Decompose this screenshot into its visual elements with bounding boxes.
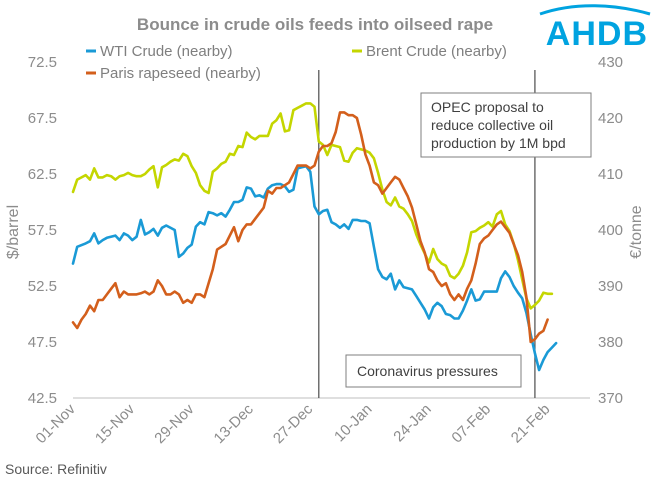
event-callout-text: Coronavirus pressures [357, 363, 498, 379]
x-tick-label: 01-Nov [33, 400, 80, 447]
source-note: Source: Refinitiv [5, 461, 107, 477]
legend-label: Brent Crude (nearby) [366, 43, 507, 60]
y2-tick-label: 430 [598, 54, 623, 71]
event-callout-text: reduce collective oil [431, 117, 553, 133]
ahdb-logo: AHDB [539, 4, 651, 53]
ahdb-logo-text: AHDB [546, 15, 648, 53]
event-markers: Coronavirus pressures OPEC proposal to red… [318, 70, 592, 398]
x-tick-label: 13-Dec [211, 400, 258, 447]
y-tick-label: 52.5 [28, 278, 57, 295]
y-axis-right: 430 420 410 400 390 380 370 [598, 54, 623, 407]
x-tick-label: 29-Nov [151, 400, 198, 447]
event-callout-text: OPEC proposal to [431, 99, 544, 115]
y-tick-label: 57.5 [28, 222, 57, 239]
y2-tick-label: 410 [598, 166, 623, 183]
x-tick-label: 10-Jan [331, 401, 375, 445]
x-axis: 01-Nov 15-Nov 29-Nov 13-Dec 27-Dec 10-Jan 24-J… [33, 397, 590, 447]
y-tick-label: 72.5 [28, 54, 57, 71]
y-tick-label: 42.5 [28, 390, 57, 407]
chart-title: Bounce in crude oils feeds into oilseed … [137, 15, 493, 34]
legend-label: WTI Crude (nearby) [100, 43, 233, 60]
y-axis-left: 72.5 67.5 62.5 57.5 52.5 47.5 42.5 [28, 54, 57, 407]
y-axis-left-label: $/barrel [5, 205, 22, 259]
x-tick-label: 15-Nov [92, 400, 139, 447]
y2-tick-label: 380 [598, 334, 623, 351]
x-tick-label: 24-Jan [390, 401, 434, 445]
event-callout-text: production by 1M bpd [431, 135, 566, 151]
y2-tick-label: 390 [598, 278, 623, 295]
x-tick-label: 07-Feb [448, 401, 494, 447]
series-line-paris [71, 111, 549, 344]
series-lines [71, 102, 558, 372]
y-tick-label: 62.5 [28, 166, 57, 183]
x-tick-label: 21-Feb [508, 401, 554, 447]
legend-label: Paris rapeseed (nearby) [100, 65, 261, 82]
y2-tick-label: 400 [598, 222, 623, 239]
ahdb-logo-arc [539, 4, 651, 16]
legend: WTI Crude (nearby) Brent Crude (nearby) Pa… [86, 43, 507, 82]
series-line-brent [71, 102, 554, 310]
series-line-wti [71, 164, 558, 372]
y-tick-label: 47.5 [28, 334, 57, 351]
event-callout-box [345, 354, 522, 388]
event-callout-box [420, 92, 592, 158]
y-tick-label: 67.5 [28, 110, 57, 127]
y2-tick-label: 420 [598, 110, 623, 127]
y-axis-right-label: €/tonne [628, 205, 645, 258]
y2-tick-label: 370 [598, 390, 623, 407]
x-tick-label: 27-Dec [270, 400, 317, 447]
